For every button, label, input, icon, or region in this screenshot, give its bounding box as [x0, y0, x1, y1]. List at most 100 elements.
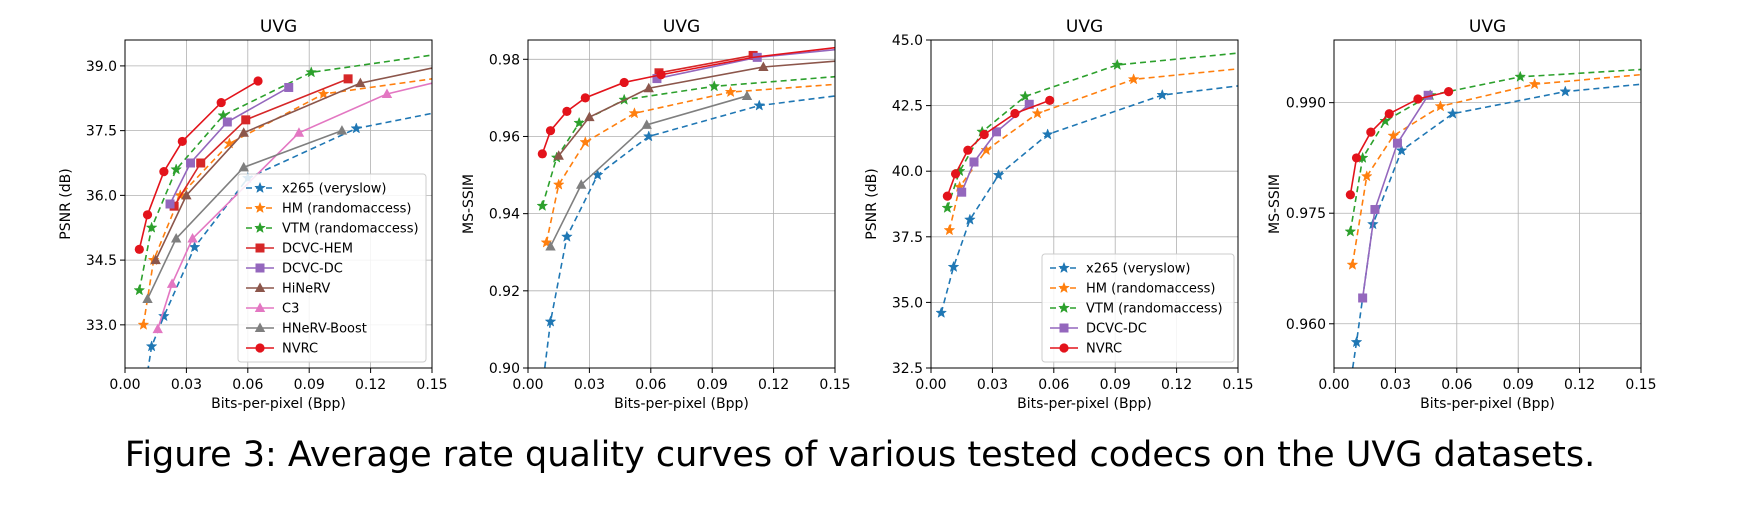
data-point-hnerv-boost: [545, 240, 556, 251]
data-point-hm-randomaccess: [1434, 100, 1447, 112]
legend-entry-dcvc-hem: DCVC-HEM: [282, 242, 353, 257]
x-tick-label: 0.03: [1380, 377, 1411, 393]
y-tick-label: 0.975: [1286, 206, 1326, 222]
series-line-hm-randomaccess: [1351, 73, 1641, 265]
x-tick-label: 0.15: [819, 377, 850, 393]
data-point-x265-veryslow: [1446, 107, 1459, 119]
data-point-nvrc: [537, 149, 547, 159]
data-point-vtm-randomaccess: [536, 199, 549, 211]
x-tick-label: 0.12: [758, 377, 789, 393]
data-point-x265-veryslow: [544, 315, 557, 327]
y-tick-label: 37.5: [86, 124, 117, 140]
y-tick-label: 32.5: [892, 361, 923, 377]
data-point-nvrc: [1010, 108, 1020, 119]
data-point-nvrc: [1366, 127, 1376, 137]
plot-frame: [1333, 39, 1642, 369]
legend-entry-x265-veryslow: x265 (veryslow): [1086, 262, 1190, 277]
data-point-hnerv-boost: [142, 293, 153, 303]
plot-frame: [124, 39, 433, 369]
chart-title: UVG: [260, 17, 297, 37]
data-point-hinerv: [238, 127, 249, 137]
data-point-nvrc: [656, 70, 666, 80]
data-point-dcvc-dc: [652, 74, 662, 84]
data-point-nvrc: [562, 106, 572, 116]
x-tick-label: 0.09: [697, 377, 728, 393]
data-point-nvrc: [1045, 95, 1055, 105]
data-point-dcvc-dc: [1370, 205, 1380, 215]
legend-entry-c3: C3: [282, 302, 299, 317]
data-point-hm-randomaccess: [552, 178, 565, 190]
y-axis-label: MS-SSIM: [461, 174, 477, 234]
chart-title: UVG: [1066, 17, 1103, 37]
data-point-x265-veryslow: [642, 130, 655, 142]
data-point-hnerv-boost: [641, 119, 652, 129]
data-point-dcvc-dc: [969, 157, 979, 167]
data-point-hm-randomaccess: [1346, 258, 1359, 270]
data-point-vtm-randomaccess: [941, 201, 954, 213]
legend-marker-x265-veryslow: [254, 181, 266, 194]
legend-box: [237, 173, 427, 363]
legend-marker-vtm-randomaccess: [254, 221, 266, 234]
data-point-hinerv: [553, 150, 564, 160]
legend-marker-dcvc-hem: [255, 243, 265, 253]
data-point-x265-veryslow: [935, 306, 948, 318]
legend-entry-dcvc-dc: DCVC-DC: [1086, 322, 1147, 337]
data-point-hm-randomaccess: [628, 107, 641, 119]
series-line-vtm-randomaccess: [1349, 68, 1641, 232]
data-point-nvrc: [1413, 94, 1423, 104]
series-line-dcvc-dc: [1361, 94, 1429, 299]
data-point-dcvc-dc: [284, 82, 294, 92]
legend-marker-vtm-randomaccess: [1058, 301, 1070, 314]
data-point-hnerv-boost: [170, 233, 182, 243]
y-tick-label: 36.0: [86, 188, 117, 204]
series-group: [935, 52, 1238, 318]
x-tick-label: 0.15: [1222, 377, 1253, 393]
legend-marker-c3: [254, 302, 266, 312]
data-point-x265-veryslow: [992, 168, 1005, 181]
data-point-hm-randomaccess: [980, 143, 993, 156]
data-point-dcvc-dc: [1392, 138, 1402, 148]
data-point-hnerv-boost: [741, 90, 753, 100]
x-tick-label: 0.12: [1564, 377, 1595, 393]
y-tick-label: 0.990: [1286, 96, 1326, 112]
legend-entry-vtm-randomaccess: VTM (randomaccess): [1086, 302, 1223, 317]
data-point-hnerv-boost: [576, 179, 587, 189]
data-point-dcvc-dc: [991, 127, 1001, 137]
data-point-nvrc: [1345, 190, 1355, 200]
data-point-vtm-randomaccess: [1111, 58, 1124, 70]
x-tick-label: 0.06: [1038, 377, 1069, 393]
x-tick-label: 0.12: [1161, 377, 1192, 393]
x-tick-label: 0.09: [1100, 377, 1131, 393]
legend-marker-hinerv: [254, 282, 266, 292]
legend-entry-hnerv-boost: HNeRV-Boost: [282, 322, 367, 337]
series-line-vtm-randomaccess: [138, 54, 432, 291]
series-line-hinerv: [558, 60, 835, 157]
data-point-dcvc-dc: [1358, 293, 1368, 303]
data-point-dcvc-dc: [1423, 90, 1433, 100]
data-point-nvrc: [545, 126, 556, 136]
series-line-dcvc-dc: [960, 103, 1030, 193]
data-point-nvrc: [963, 145, 973, 155]
y-axis-label: PSNR (dB): [58, 168, 74, 239]
series-line-dcvc-hem: [658, 54, 754, 74]
data-point-x265-veryslow: [963, 213, 976, 225]
y-axis-label: PSNR (dB): [864, 168, 880, 239]
plot-frame: [930, 39, 1239, 369]
x-tick-label: 0.00: [109, 377, 140, 393]
data-point-c3: [152, 323, 163, 334]
data-point-x265-veryslow: [947, 260, 960, 273]
data-point-hinerv: [758, 61, 769, 72]
data-point-hm-randomaccess: [317, 87, 330, 99]
series-line-vtm-randomaccess: [541, 75, 835, 207]
data-point-hinerv: [643, 82, 654, 93]
figure-caption: Figure 3: Average rate quality curves of…: [125, 435, 1596, 475]
data-point-vtm-randomaccess: [170, 163, 183, 175]
data-point-x265-veryslow: [145, 340, 158, 352]
x-tick-label: 0.15: [416, 377, 447, 393]
y-tick-label: 40.0: [892, 164, 923, 180]
series-line-dcvc-hem: [173, 78, 349, 207]
data-point-hinerv: [150, 254, 161, 265]
series-group: [536, 46, 835, 368]
data-point-c3: [293, 127, 305, 137]
